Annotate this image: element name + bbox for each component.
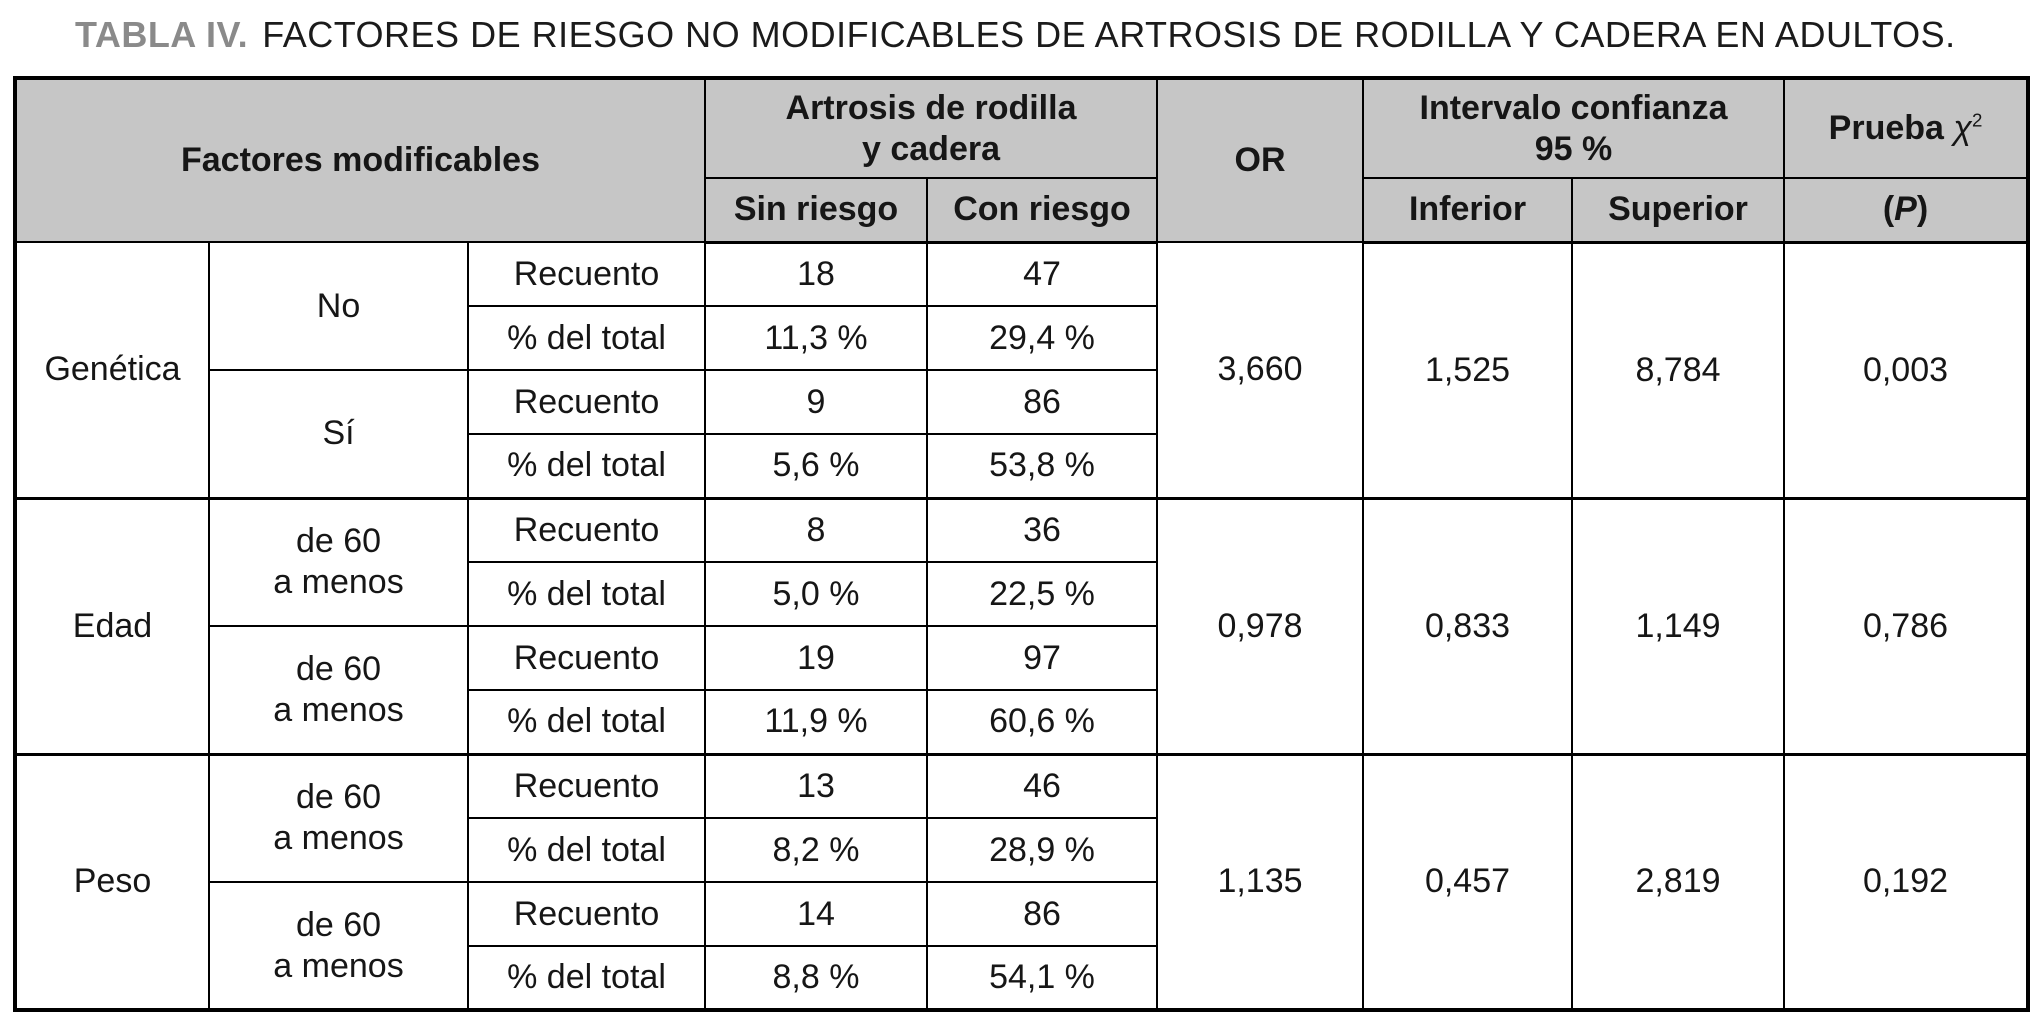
value-cell: 8 (704, 496, 928, 563)
table-row: Genética No Recuento 18 47 3,660 1,525 8… (14, 241, 2029, 499)
table-row: de 60 a menos Recuento 19 97 (15, 625, 2028, 755)
table-row: Sí Recuento 9 86 (15, 369, 2028, 499)
group-cell: de 60 a menos (208, 752, 469, 883)
value-cell: 13 (704, 752, 928, 819)
measure-label-cell: Recuento (467, 881, 706, 947)
or-cell: 3,660 (1156, 241, 1364, 499)
table-caption: TABLA IV. FACTORES DE RIESGO NO MODIFICAB… (75, 14, 1956, 56)
header-p: (P) (1783, 177, 2029, 244)
chi-exponent: 2 (1971, 109, 1983, 131)
table-row: % del total 8,2 % 28,9 % (15, 817, 2028, 883)
measure-label-cell: Recuento (467, 752, 706, 819)
value-cell: 47 (926, 241, 1158, 307)
p-paren-close: ) (1916, 190, 1929, 229)
table-body: Genética No Recuento 18 47 3,660 1,525 8… (14, 241, 2029, 1011)
value-cell: 36 (926, 496, 1158, 563)
table-header: Factores modificables Artrosis de rodill… (14, 77, 2029, 244)
group-cell: de 60 a menos (208, 881, 469, 1011)
table-row: % del total 5,6 % 53,8 % (15, 433, 2028, 499)
chi-symbol: χ (1953, 109, 1972, 148)
risk-factors-table: Factores modificables Artrosis de rodill… (13, 76, 2030, 1012)
value-cell: 28,9 % (926, 817, 1158, 883)
ci-superior-cell: 2,819 (1571, 752, 1785, 1011)
ci-inferior-cell: 0,833 (1362, 496, 1573, 755)
table-caption-number: TABLA IV. (75, 14, 249, 55)
value-cell: 8,2 % (704, 817, 928, 883)
table-row: % del total 5,0 % 22,5 % (15, 561, 2028, 627)
value-cell: 86 (926, 881, 1158, 947)
p-value-cell: 0,786 (1783, 496, 2029, 755)
table-row: Edad de 60 a menos Recuento 8 36 0,978 0… (14, 496, 2029, 755)
measure-label-cell: % del total (467, 689, 706, 755)
value-cell: 11,9 % (704, 689, 928, 755)
factor-cell-genetica: Genética (14, 241, 210, 499)
header-intervalo-confianza: Intervalo confianza 95 % (1362, 77, 1785, 179)
value-cell: 5,6 % (704, 433, 928, 499)
header-prueba-label: Prueba (1828, 109, 1944, 148)
value-cell: 11,3 % (704, 305, 928, 371)
p-letter: P (1894, 190, 1917, 229)
value-cell: 22,5 % (926, 561, 1158, 627)
table-row: Peso de 60 a menos Recuento 13 46 1,135 … (14, 752, 2029, 1011)
value-cell: 9 (704, 369, 928, 435)
factor-cell-peso: Peso (14, 752, 210, 1011)
measure-label-cell: Recuento (467, 625, 706, 691)
value-cell: 18 (704, 241, 928, 307)
value-cell: 5,0 % (704, 561, 928, 627)
header-factores-modificables: Factores modificables (14, 77, 706, 243)
factor-cell-edad: Edad (14, 496, 210, 755)
measure-label-cell: % del total (467, 561, 706, 627)
header-artrosis-rodilla-cadera: Artrosis de rodilla y cadera (704, 77, 1158, 179)
measure-label-cell: % del total (467, 817, 706, 883)
ci-superior-cell: 8,784 (1571, 241, 1785, 499)
value-cell: 54,1 % (926, 945, 1158, 1011)
p-paren-open: ( (1882, 190, 1895, 229)
value-cell: 46 (926, 752, 1158, 819)
header-con-riesgo: Con riesgo (926, 177, 1158, 244)
group-cell: Sí (208, 369, 469, 499)
value-cell: 86 (926, 369, 1158, 435)
ci-inferior-cell: 0,457 (1362, 752, 1573, 1011)
value-cell: 60,6 % (926, 689, 1158, 755)
measure-label-cell: Recuento (467, 496, 706, 563)
or-cell: 1,135 (1156, 752, 1364, 1011)
measure-label-cell: % del total (467, 945, 706, 1011)
group-cell: No (208, 241, 469, 371)
p-value-cell: 0,003 (1783, 241, 2029, 499)
value-cell: 14 (704, 881, 928, 947)
or-cell: 0,978 (1156, 496, 1364, 755)
header-sin-riesgo: Sin riesgo (704, 177, 928, 244)
group-cell: de 60 a menos (208, 625, 469, 755)
measure-label-cell: Recuento (467, 241, 706, 307)
group-cell: de 60 a menos (208, 496, 469, 627)
ci-inferior-cell: 1,525 (1362, 241, 1573, 499)
p-value-cell: 0,192 (1783, 752, 2029, 1011)
measure-label-cell: % del total (467, 433, 706, 499)
value-cell: 8,8 % (704, 945, 928, 1011)
table-row: % del total 11,9 % 60,6 % (15, 689, 2028, 755)
header-superior: Superior (1571, 177, 1785, 244)
table-row: de 60 a menos Recuento 14 86 (15, 881, 2028, 1011)
header-prueba-chi2: Prueba χ2 (1783, 77, 2029, 179)
table-row: % del total 11,3 % 29,4 % (15, 305, 2028, 371)
value-cell: 97 (926, 625, 1158, 691)
measure-label-cell: Recuento (467, 369, 706, 435)
value-cell: 29,4 % (926, 305, 1158, 371)
ci-superior-cell: 1,149 (1571, 496, 1785, 755)
value-cell: 19 (704, 625, 928, 691)
value-cell: 53,8 % (926, 433, 1158, 499)
table-caption-title: FACTORES DE RIESGO NO MODIFICABLES DE AR… (262, 14, 1956, 55)
measure-label-cell: % del total (467, 305, 706, 371)
table-row: % del total 8,8 % 54,1 % (15, 945, 2028, 1011)
header-or: OR (1156, 77, 1364, 243)
header-inferior: Inferior (1362, 177, 1573, 244)
